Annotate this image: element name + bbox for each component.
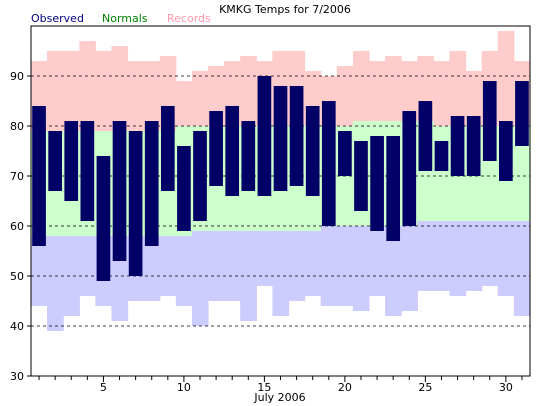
normal-low-band [352,226,370,311]
normal-low-band [256,231,273,286]
normal-low-band [143,236,161,301]
observed-bar [128,131,143,276]
normal-high-band [433,126,451,221]
x-tick-label: 25 [418,381,432,394]
x-tick-label: 5 [100,381,107,394]
normal-low-band [159,236,177,296]
normal-low-band [304,231,322,296]
legend-normals: Normals [102,12,148,25]
observed-bar [193,131,207,221]
observed-bar [289,86,304,186]
x-tick-label: 20 [338,381,352,394]
observed-bar [305,106,320,196]
observed-bar [370,136,384,231]
observed-bar [209,111,223,186]
legend-observed: Observed [31,12,84,25]
normal-low-band [79,236,96,296]
normal-low-band [320,226,338,306]
normal-low-band [175,236,193,306]
normal-low-band [385,226,402,316]
observed-bar [64,121,79,201]
y-axis: 30 40 50 60 70 80 90 [10,70,31,383]
chart-title: KMKG Temps for 7/2006 [219,3,351,16]
observed-bar [177,146,191,231]
observed-bar [434,141,449,171]
observed-bar [273,86,288,191]
observed-bar [48,131,62,191]
normal-low-band [336,226,354,306]
normal-low-band [63,236,80,316]
observed-bar [257,76,272,196]
normal-low-band [417,221,434,291]
y-tick-label: 50 [10,270,24,283]
x-tick-label: 15 [257,381,271,394]
normal-low-band [449,221,467,296]
observed-bar [354,141,368,211]
normal-low-band [513,221,531,316]
observed-bar [241,121,256,191]
y-tick-label: 40 [10,320,24,333]
observed-bar [96,156,111,281]
observed-bar [499,121,513,181]
y-tick-label: 60 [10,220,24,233]
observed-bar [418,101,433,171]
observed-bar [160,106,175,191]
normal-low-band [31,236,48,306]
normal-low-band [272,231,290,316]
normal-low-band [288,231,306,301]
normal-low-band [497,221,515,296]
normal-low-band [465,221,483,291]
normal-high-band [513,126,531,221]
observed-bar [321,101,336,226]
x-tick-label: 10 [177,381,191,394]
observed-bar [482,81,497,161]
observed-bar [32,106,46,246]
x-tick-label: 30 [499,381,513,394]
observed-bar [80,121,95,221]
legend-records: Records [167,12,211,25]
normal-low-band [433,221,451,291]
y-tick-label: 30 [10,370,24,383]
observed-bar [144,121,159,246]
normal-low-band [208,231,225,301]
observed-bar [515,81,529,146]
observed-bar [338,131,352,176]
normal-low-band [224,231,241,301]
observed-bar [450,116,465,176]
y-tick-label: 80 [10,120,24,133]
observed-bar [225,106,240,196]
normal-low-band [47,236,64,331]
observed-bar [466,116,481,176]
observed-bar [112,121,127,261]
normal-low-band [481,221,499,286]
grid-layer [31,75,530,327]
x-axis: 5 10 15 20 25 30 [38,376,523,394]
x-axis-label: July 2006 [253,391,305,404]
observed-layer [32,76,529,281]
y-tick-label: 90 [10,70,24,83]
y-tick-label: 70 [10,170,24,183]
normal-low-band [191,231,209,326]
observed-bar [402,111,417,226]
observed-bar [386,136,401,241]
normal-low-band [401,226,418,311]
normal-low-band [369,226,386,296]
